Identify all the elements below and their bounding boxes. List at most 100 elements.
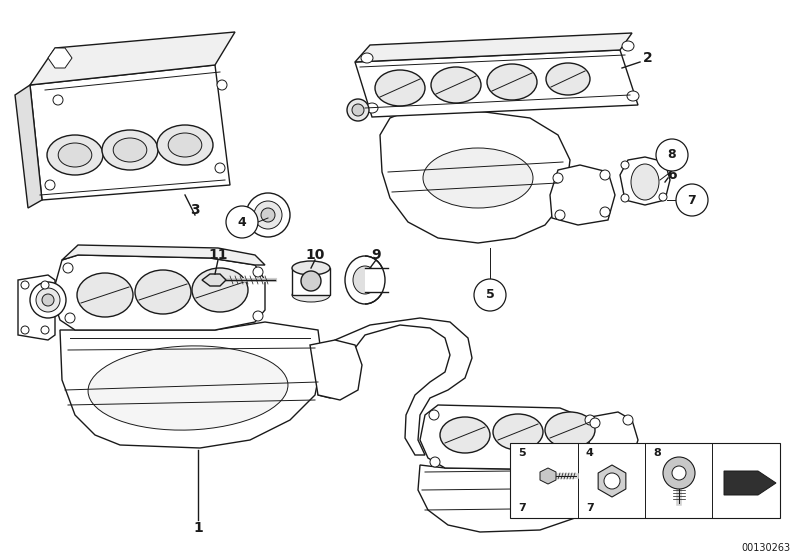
Polygon shape [365, 268, 390, 292]
Text: 9: 9 [372, 248, 381, 262]
Ellipse shape [53, 95, 63, 105]
Ellipse shape [623, 447, 633, 457]
Ellipse shape [487, 64, 537, 100]
Polygon shape [724, 471, 776, 495]
Ellipse shape [604, 473, 620, 489]
Ellipse shape [621, 194, 629, 202]
Ellipse shape [585, 415, 595, 425]
Ellipse shape [423, 148, 533, 208]
Polygon shape [585, 412, 638, 462]
Text: 1: 1 [193, 521, 203, 535]
Ellipse shape [493, 414, 543, 450]
Ellipse shape [292, 261, 330, 275]
Ellipse shape [545, 412, 595, 448]
Ellipse shape [659, 159, 667, 167]
Ellipse shape [261, 208, 275, 222]
Text: 5: 5 [518, 448, 526, 458]
Ellipse shape [429, 410, 439, 420]
Ellipse shape [345, 256, 385, 304]
Ellipse shape [254, 201, 282, 229]
Ellipse shape [41, 326, 49, 334]
Text: 00130263: 00130263 [741, 543, 790, 553]
Ellipse shape [672, 466, 686, 480]
Ellipse shape [623, 415, 633, 425]
Text: 8: 8 [668, 149, 676, 162]
Circle shape [226, 206, 258, 238]
Ellipse shape [77, 273, 133, 317]
Ellipse shape [58, 143, 92, 167]
Ellipse shape [375, 70, 425, 106]
Ellipse shape [440, 417, 490, 453]
Polygon shape [540, 468, 556, 484]
Text: 7: 7 [586, 503, 594, 513]
Ellipse shape [21, 326, 29, 334]
Ellipse shape [600, 207, 610, 217]
Ellipse shape [347, 99, 369, 121]
Ellipse shape [631, 164, 659, 200]
Polygon shape [60, 322, 322, 448]
Text: 11: 11 [209, 248, 228, 262]
Ellipse shape [215, 163, 225, 173]
Ellipse shape [253, 311, 263, 321]
Polygon shape [380, 110, 570, 243]
Ellipse shape [663, 457, 695, 489]
Ellipse shape [41, 281, 49, 289]
Ellipse shape [627, 91, 639, 101]
Ellipse shape [88, 346, 288, 430]
Polygon shape [292, 268, 330, 295]
Polygon shape [620, 157, 670, 205]
Circle shape [474, 279, 506, 311]
Text: 7: 7 [518, 503, 526, 513]
Circle shape [676, 184, 708, 216]
Ellipse shape [135, 270, 191, 314]
Text: 5: 5 [486, 288, 495, 301]
Ellipse shape [113, 138, 147, 162]
Polygon shape [355, 50, 638, 117]
Ellipse shape [217, 80, 227, 90]
Polygon shape [18, 275, 55, 340]
Ellipse shape [600, 170, 610, 180]
Polygon shape [310, 340, 362, 400]
Polygon shape [55, 255, 265, 330]
Polygon shape [48, 48, 72, 68]
Ellipse shape [102, 130, 158, 170]
Ellipse shape [45, 180, 55, 190]
Polygon shape [355, 33, 632, 62]
Ellipse shape [621, 161, 629, 169]
Ellipse shape [590, 418, 600, 428]
Ellipse shape [30, 282, 66, 318]
Text: 3: 3 [190, 203, 200, 217]
Ellipse shape [47, 135, 103, 175]
Text: 2: 2 [643, 51, 653, 65]
Ellipse shape [36, 288, 60, 312]
Polygon shape [15, 85, 42, 208]
Ellipse shape [63, 263, 73, 273]
Text: 8: 8 [653, 448, 661, 458]
Ellipse shape [546, 63, 590, 95]
Ellipse shape [246, 193, 290, 237]
Polygon shape [550, 165, 615, 225]
Ellipse shape [352, 104, 364, 116]
Polygon shape [30, 32, 235, 85]
Ellipse shape [553, 173, 563, 183]
Polygon shape [202, 274, 226, 286]
Circle shape [656, 139, 688, 171]
Ellipse shape [431, 67, 481, 103]
Text: 4: 4 [586, 448, 594, 458]
Ellipse shape [169, 133, 202, 157]
Polygon shape [510, 443, 780, 518]
Text: 4: 4 [237, 216, 246, 229]
Ellipse shape [555, 210, 565, 220]
Ellipse shape [659, 193, 667, 201]
Ellipse shape [591, 449, 601, 459]
Text: 7: 7 [688, 193, 697, 206]
Ellipse shape [583, 453, 593, 463]
Ellipse shape [192, 268, 248, 312]
Ellipse shape [366, 103, 378, 113]
Polygon shape [30, 65, 230, 200]
Ellipse shape [292, 288, 330, 302]
Polygon shape [418, 460, 605, 532]
Ellipse shape [253, 267, 263, 277]
Ellipse shape [353, 266, 377, 294]
Ellipse shape [361, 53, 373, 63]
